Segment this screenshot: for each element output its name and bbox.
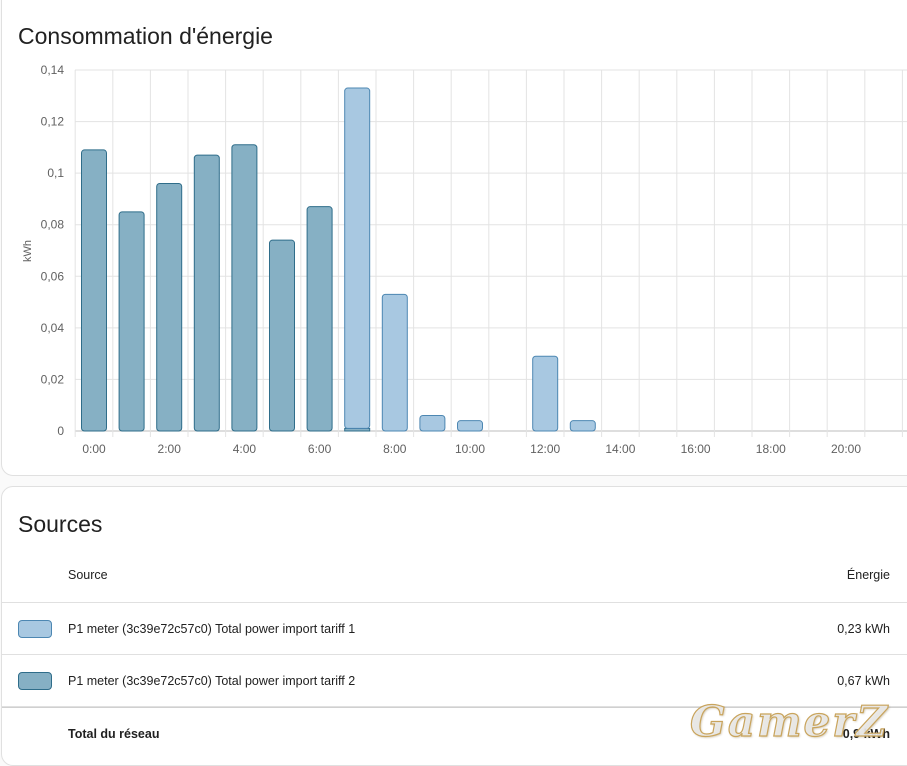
energy-consumption-card: Consommation d'énergie — [1, 0, 907, 476]
table-row: P1 meter (3c39e72c57c0) Total power impo… — [2, 655, 907, 707]
y-tick-label: 0,02 — [41, 372, 65, 386]
y-tick-label: 0,12 — [41, 115, 65, 129]
bar-400-series-1 — [231, 144, 258, 432]
x-tick-label: 12:00 — [530, 442, 560, 456]
table-total-row: Total du réseau 0,9 kWh — [2, 707, 907, 759]
sources-table: Source Énergie P1 meter (3c39e72c57c0) T… — [2, 547, 907, 759]
total-energy-value: 0,9 kWh — [842, 726, 890, 741]
y-tick-label: 0,06 — [41, 269, 65, 283]
bar-300-series-1 — [193, 154, 220, 432]
sources-card: Sources Source Énergie P1 meter (3c39e72… — [1, 486, 907, 766]
legend-swatch-tariff-2 — [18, 671, 52, 690]
y-tick-label: 0,1 — [47, 166, 64, 180]
bar-1200-series-2 — [532, 355, 559, 432]
bar-800-series-2 — [381, 293, 408, 432]
y-tick-label: 0,04 — [41, 321, 65, 335]
column-header-energy: Énergie — [846, 567, 890, 582]
x-tick-label: 18:00 — [756, 442, 786, 456]
x-tick-label: 0:00 — [82, 442, 106, 456]
x-tick-label: 2:00 — [158, 442, 182, 456]
x-tick-label: 10:00 — [455, 442, 485, 456]
bar-900-series-2 — [419, 415, 446, 432]
energy-card-title: Consommation d'énergie — [18, 23, 273, 49]
total-label: Total du réseau — [68, 726, 160, 741]
source-energy-value: 0,67 kWh — [837, 673, 890, 688]
x-tick-label: 4:00 — [233, 442, 257, 456]
sources-card-title: Sources — [18, 511, 103, 537]
source-name: P1 meter (3c39e72c57c0) Total power impo… — [68, 621, 356, 636]
watermark-logo: GamerZ — [689, 696, 890, 746]
table-row: P1 meter (3c39e72c57c0) Total power impo… — [2, 603, 907, 655]
x-tick-label: 6:00 — [308, 442, 332, 456]
x-tick-label: 8:00 — [383, 442, 407, 456]
y-tick-label: 0,14 — [41, 63, 65, 77]
bar-1000-series-2 — [457, 420, 483, 432]
bar-700-series-2 — [344, 87, 371, 429]
x-tick-label: 20:00 — [831, 442, 861, 456]
bar-100-series-1 — [118, 211, 145, 432]
source-energy-value: 0,23 kWh — [837, 621, 890, 636]
sources-table-header: Source Énergie — [2, 547, 907, 603]
bar-000-series-1 — [81, 149, 107, 432]
bar-500-series-1 — [269, 239, 295, 432]
bar-200-series-1 — [156, 182, 183, 432]
energy-bar-chart: 0 0,02 0,04 0,06 0,08 0,1 0,12 0,14 kWh 0:00 2:00 4… — [22, 63, 907, 456]
y-tick-label: 0 — [57, 424, 64, 438]
legend-swatch-tariff-1 — [18, 619, 52, 638]
y-tick-label: 0,08 — [41, 218, 65, 232]
bar-600-series-1 — [306, 206, 333, 432]
bar-1300-series-2 — [569, 420, 596, 432]
y-axis-title: kWh — [22, 240, 34, 262]
source-name: P1 meter (3c39e72c57c0) Total power impo… — [68, 673, 356, 688]
column-header-source: Source — [68, 567, 108, 582]
x-tick-label: 14:00 — [605, 442, 635, 456]
x-tick-label: 16:00 — [681, 442, 711, 456]
